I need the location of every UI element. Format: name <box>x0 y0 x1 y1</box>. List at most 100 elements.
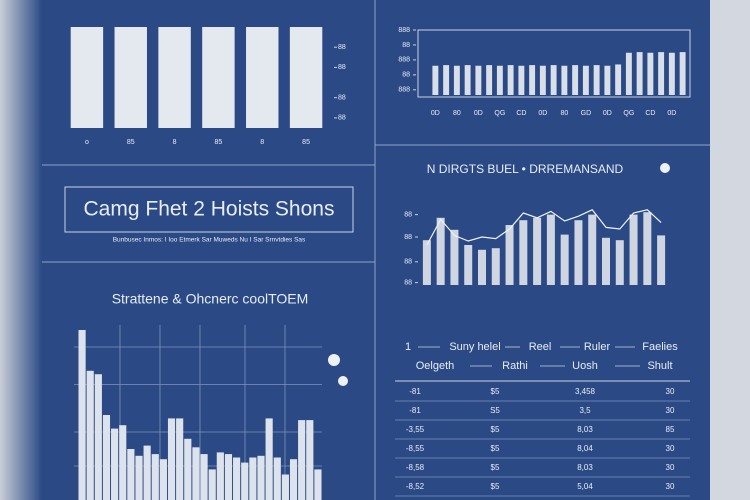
bar <box>216 452 224 500</box>
table-subheader: Oelgeth <box>416 360 455 372</box>
table-header: Suny helel <box>449 341 500 353</box>
bar <box>629 214 638 285</box>
right-edge <box>710 0 750 500</box>
bar <box>518 65 525 95</box>
bar <box>539 65 546 95</box>
bar <box>450 229 459 285</box>
table-cell: $5 <box>491 463 500 472</box>
left-edge <box>0 0 42 500</box>
bar <box>602 237 610 285</box>
bar <box>241 462 249 500</box>
headline: Camg Fhet 2 Hoists Shons <box>84 198 335 221</box>
x-tick-label: 0D <box>431 110 440 117</box>
y-tick-label: 88 <box>404 259 412 266</box>
table-header: Faelies <box>642 341 678 353</box>
table-cell: 30 <box>666 463 675 472</box>
bar <box>70 27 104 128</box>
bar <box>453 65 460 95</box>
bar <box>143 445 151 500</box>
bar <box>246 27 279 128</box>
table-cell: -8,58 <box>406 463 425 472</box>
x-tick-label: 0D <box>474 110 483 117</box>
table-dashes <box>418 346 640 367</box>
table-cell: -8,52 <box>406 482 425 491</box>
x-tick-label: QG <box>623 110 634 117</box>
bar <box>519 220 528 285</box>
bar <box>657 235 666 285</box>
bar <box>202 27 235 128</box>
chart-title: Strattene & Ohcnerc coolTOEM <box>112 291 309 307</box>
table-cell: 8,03 <box>577 425 593 434</box>
bar <box>615 64 622 95</box>
bar <box>158 27 191 128</box>
bar <box>560 234 569 285</box>
bar <box>615 240 624 285</box>
bar <box>208 469 216 500</box>
bar <box>135 455 143 500</box>
table-cell: 5,04 <box>577 482 593 491</box>
bar <box>249 457 257 500</box>
x-tick-label: 85 <box>127 139 135 146</box>
bar <box>306 420 314 500</box>
dot <box>338 376 348 386</box>
bar <box>478 249 486 285</box>
y-tick-label: 88 <box>338 44 346 51</box>
bar <box>432 65 439 95</box>
x-tick-label: 0D <box>667 110 676 117</box>
bar <box>643 212 652 285</box>
y-tick-label: 88 <box>402 42 410 49</box>
x-tick-label: o <box>85 139 89 146</box>
bar <box>561 65 568 95</box>
bar <box>111 428 119 500</box>
bar <box>289 27 323 128</box>
bar <box>529 65 536 95</box>
table-cell: -81 <box>409 387 421 396</box>
table-header: Ruler <box>584 341 611 353</box>
y-tick-label: 88 <box>404 211 412 218</box>
bar <box>574 220 583 285</box>
table-cell: 30 <box>666 444 675 453</box>
y-tick-label: 88 <box>338 115 346 122</box>
table-cell: S5 <box>490 406 500 415</box>
bar <box>443 65 450 95</box>
y-tick-label: 888 <box>398 27 410 34</box>
bar <box>281 474 289 500</box>
bar <box>491 248 500 285</box>
bar <box>184 438 192 500</box>
y-tick-label: 888 <box>398 87 410 94</box>
bar <box>102 415 111 500</box>
bar <box>475 65 482 95</box>
bar <box>289 459 298 500</box>
bar <box>78 330 86 500</box>
y-tick-label: 88 <box>338 64 346 71</box>
bar <box>265 418 273 500</box>
x-tick-label: 0D <box>603 110 612 117</box>
dot <box>660 163 670 173</box>
dividers <box>42 0 710 500</box>
table-cell: -8,55 <box>406 444 425 453</box>
x-tick-label: 8 <box>260 139 264 146</box>
bar <box>546 214 555 285</box>
bar <box>464 65 471 95</box>
bar <box>273 457 281 500</box>
bar <box>636 52 643 95</box>
x-tick-label: 85 <box>302 139 310 146</box>
trend-line <box>426 209 662 246</box>
bar <box>200 454 208 500</box>
bar <box>192 447 200 500</box>
bar <box>176 418 184 500</box>
y-tick-label: 88 <box>338 95 346 102</box>
dot <box>328 354 340 366</box>
bar <box>94 374 102 500</box>
x-tick-label: 80 <box>453 110 461 117</box>
bar <box>658 52 665 95</box>
bar <box>505 225 514 285</box>
bar <box>298 420 306 500</box>
y-tick-label: 88 <box>402 72 410 79</box>
x-tick-label: 85 <box>215 139 223 146</box>
bar <box>224 454 233 500</box>
table-cell: 3,5 <box>579 406 591 415</box>
table-cell: -3,55 <box>406 425 425 434</box>
headline-box <box>64 186 354 233</box>
bar <box>422 240 431 285</box>
